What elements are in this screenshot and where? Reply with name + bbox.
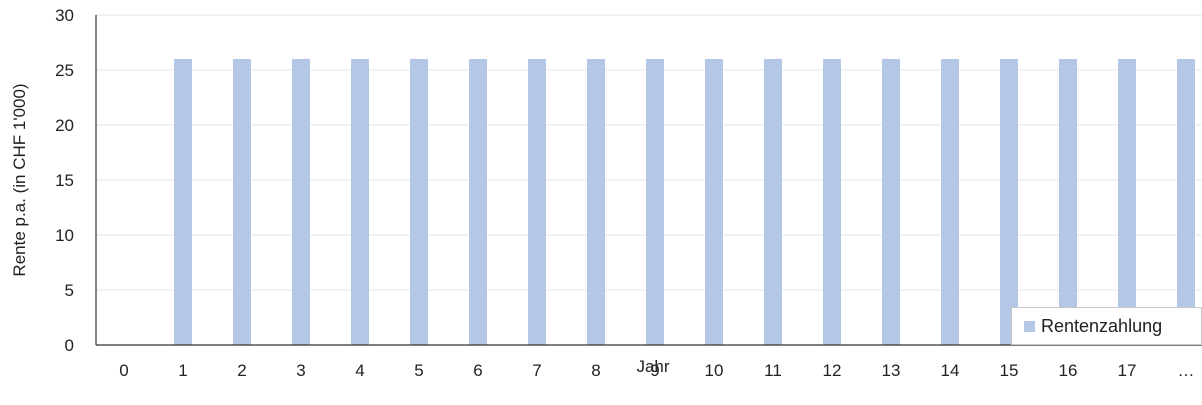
bar [174, 59, 192, 345]
x-tick-label: 8 [591, 361, 600, 380]
bar [469, 59, 487, 345]
x-tick-label: 9 [650, 361, 659, 380]
y-tick-label: 25 [55, 61, 74, 80]
bar [528, 59, 546, 345]
x-tick-label: 12 [823, 361, 842, 380]
x-tick-label: 14 [941, 361, 960, 380]
legend: Rentenzahlung [1011, 307, 1202, 345]
y-tick-label: 0 [65, 336, 74, 355]
x-tick-label: 16 [1059, 361, 1078, 380]
y-tick-label: 30 [55, 6, 74, 25]
x-tick-label: 10 [705, 361, 724, 380]
bar [587, 59, 605, 345]
y-axis-title: Rente p.a. (in CHF 1'000) [10, 83, 29, 276]
bar [233, 59, 251, 345]
x-tick-label: 3 [296, 361, 305, 380]
bar [410, 59, 428, 345]
y-tick-label: 10 [55, 226, 74, 245]
x-tick-label: 17 [1118, 361, 1137, 380]
bar [1177, 59, 1195, 345]
x-axis-title: Jahr [636, 357, 669, 376]
bar [646, 59, 664, 345]
bars [174, 59, 1195, 345]
x-tick-label: 1 [178, 361, 187, 380]
bar [1059, 59, 1077, 345]
bar [764, 59, 782, 345]
y-tick-labels: 0 5 10 15 20 25 30 [55, 6, 74, 355]
y-tick-label: 15 [55, 171, 74, 190]
x-tick-label: 2 [237, 361, 246, 380]
legend-label: Rentenzahlung [1041, 315, 1163, 336]
bar [351, 59, 369, 345]
x-tick-label: 15 [1000, 361, 1019, 380]
x-tick-label: 5 [414, 361, 423, 380]
legend-swatch [1024, 320, 1035, 332]
y-tick-label: 5 [65, 281, 74, 300]
bar [705, 59, 723, 345]
x-tick-label: 7 [532, 361, 541, 380]
x-tick-label: 13 [882, 361, 901, 380]
bar [1000, 59, 1018, 345]
x-tick-label: 11 [764, 361, 782, 380]
y-tick-label: 20 [55, 116, 74, 135]
x-tick-label: 4 [355, 361, 364, 380]
bar [882, 59, 900, 345]
bar [292, 59, 310, 345]
bar [941, 59, 959, 345]
x-tick-label: 0 [119, 361, 128, 380]
x-tick-label: … [1178, 361, 1195, 380]
x-tick-labels: 0 1 2 3 4 5 6 7 8 9 10 11 12 13 14 15 16 17… [119, 361, 1194, 380]
bar [823, 59, 841, 345]
x-tick-label: 6 [473, 361, 482, 380]
bar [1118, 59, 1136, 345]
